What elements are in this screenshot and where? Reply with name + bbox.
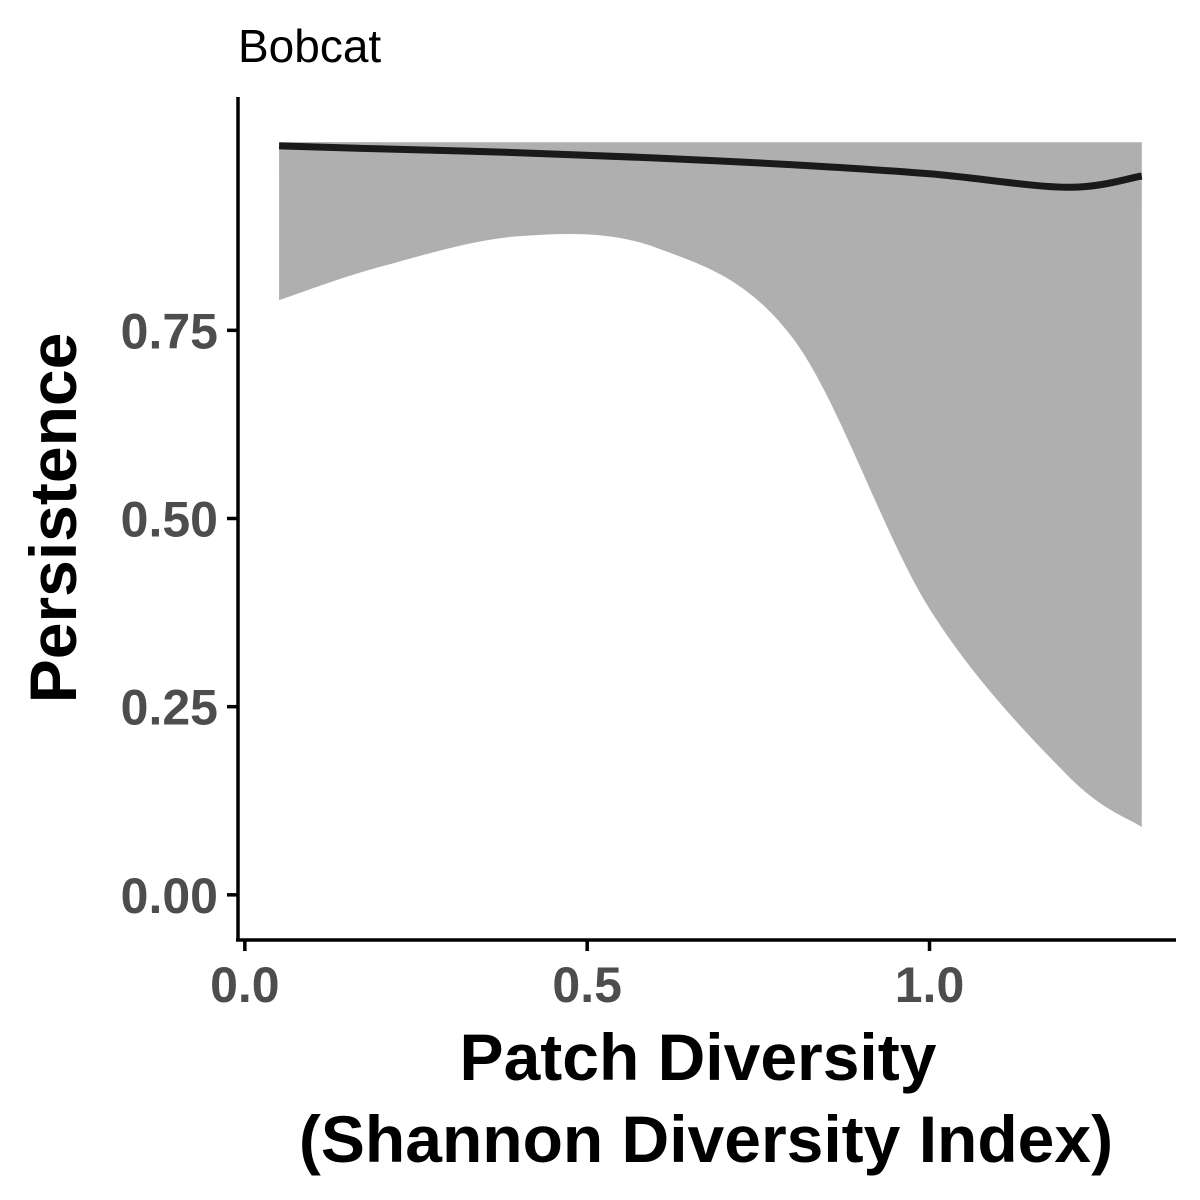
y-tick-label: 0.25 <box>121 680 218 736</box>
x-tick-label: 0.5 <box>552 957 622 1013</box>
y-axis: 0.00 0.25 0.50 0.75 <box>121 303 238 924</box>
x-tick-label: 0.0 <box>210 957 280 1013</box>
y-tick-label: 0.00 <box>121 868 218 924</box>
x-tick-label: 1.0 <box>895 957 965 1013</box>
confidence-ribbon <box>279 142 1142 828</box>
x-axis: 0.0 0.5 1.0 <box>210 940 964 1013</box>
x-axis-title-line2: (Shannon Diversity Index) <box>299 1102 1113 1176</box>
fitted-line <box>278 142 1143 191</box>
plot-area <box>278 142 1143 828</box>
y-tick-label: 0.75 <box>121 303 218 359</box>
y-tick-label: 0.50 <box>121 492 218 548</box>
y-axis-title: Persistence <box>16 333 90 704</box>
chart-title: Bobcat <box>238 20 381 72</box>
x-axis-title-line1: Patch Diversity <box>460 1020 937 1094</box>
